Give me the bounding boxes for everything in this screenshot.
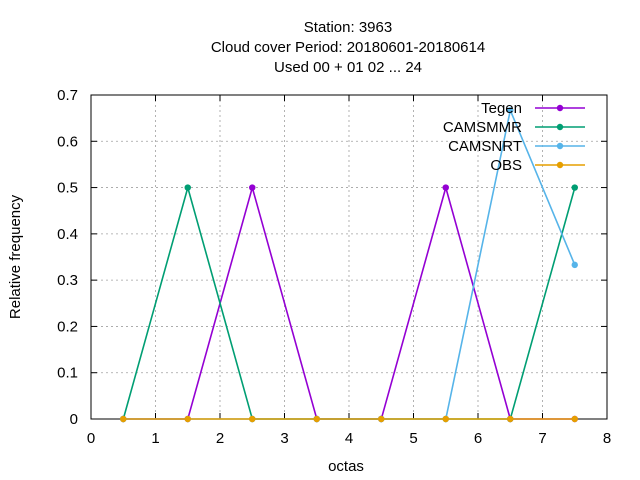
y-tick-label: 0.2 [57,318,78,335]
data-point-obs [442,415,449,423]
legend-marker-camsnrt [556,142,564,150]
legend-label-obs: OBS [490,157,522,174]
x-tick-labels: 0 1 2 3 4 5 6 7 8 [87,430,611,447]
data-point-camsmmr [571,184,578,191]
chart-title: Station: 3963 Cloud cover Period: 201806… [211,19,485,76]
data-point-obs [507,415,514,423]
data-point-tegen [442,184,449,191]
grid [91,95,607,419]
data-point-obs [378,415,385,423]
data-point-camsnrt [571,261,578,269]
data-point-tegen [249,184,256,191]
y-tick-label: 0.5 [57,180,78,197]
series-lines [120,107,578,423]
x-tick-label: 4 [345,430,353,447]
x-tick-label: 5 [409,430,417,447]
data-point-obs [120,415,127,423]
data-point-camsnrt [507,107,514,114]
legend-label-camsnrt: CAMSNRT [448,138,522,155]
legend-label-tegen: Tegen [481,100,522,117]
title-line-3: Used 00 + 01 02 ... 24 [274,59,422,76]
title-line-2: Cloud cover Period: 20180601-20180614 [211,39,485,56]
y-tick-label: 0.6 [57,133,78,150]
x-tick-label: 1 [151,430,159,447]
y-tick-label: 0.3 [57,272,78,289]
x-axis-label: octas [328,458,364,475]
y-tick-labels: 0 0.1 0.2 0.3 0.4 0.5 0.6 0.7 [57,87,78,428]
y-axis-label: Relative frequency [7,194,24,319]
data-point-obs [184,415,191,423]
x-tick-label: 7 [538,430,546,447]
series-line-tegen [123,184,575,420]
y-tick-label: 0.1 [57,365,78,382]
data-point-obs [249,415,256,423]
y-tick-label: 0.7 [57,87,78,104]
data-point-obs [313,415,320,423]
x-tick-label: 6 [474,430,482,447]
data-point-camsmmr [184,184,191,191]
series-line-camsmmr [122,184,576,420]
legend-marker-tegen [556,104,564,112]
legend: Tegen CAMSMMR CAMSNRT OBS [443,100,585,174]
x-tick-label: 0 [87,430,95,447]
x-tick-label: 8 [603,430,611,447]
axis-ticks [90,94,608,420]
data-point-obs [571,415,578,423]
x-tick-label: 3 [280,430,288,447]
legend-marker-camsmmr [556,123,564,131]
legend-marker-obs [556,161,564,169]
y-tick-label: 0 [70,411,78,428]
title-line-1: Station: 3963 [304,19,392,36]
x-tick-label: 2 [216,430,224,447]
legend-label-camsmmr: CAMSMMR [443,119,522,136]
y-tick-label: 0.4 [57,226,78,243]
